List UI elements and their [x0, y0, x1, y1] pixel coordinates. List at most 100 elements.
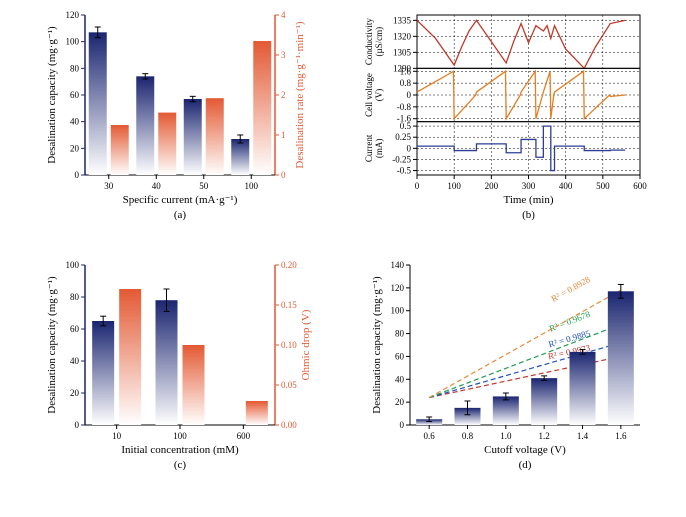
svg-text:1.4: 1.4: [577, 431, 589, 441]
panel-d: 020406080100120140R² = 0.9973R² = 0.9885…: [371, 260, 640, 471]
svg-text:1.2: 1.2: [539, 431, 550, 441]
svg-text:100: 100: [173, 431, 187, 441]
svg-text:600: 600: [633, 181, 647, 191]
svg-text:40: 40: [70, 356, 80, 366]
ylabel: Desalination capacity (mg·g⁻¹): [371, 276, 383, 414]
svg-text:0.10: 0.10: [281, 340, 297, 350]
panel-sublabel: (b): [522, 209, 535, 221]
svg-text:80: 80: [70, 63, 80, 73]
capacity-bar: [89, 32, 107, 175]
panel-b: 1290130513201335Conductivity(µS/cm)-1.6-…: [364, 15, 647, 221]
svg-text:-0.5: -0.5: [397, 166, 412, 176]
svg-text:Cell voltage: Cell voltage: [364, 73, 374, 117]
svg-text:1320: 1320: [393, 31, 412, 41]
capacity-bar: [92, 321, 114, 425]
svg-text:10: 10: [112, 431, 122, 441]
svg-text:300: 300: [522, 181, 536, 191]
capacity-bar: [608, 291, 634, 425]
svg-text:40: 40: [152, 181, 162, 191]
svg-text:120: 120: [391, 283, 405, 293]
svg-text:120: 120: [66, 10, 80, 20]
svg-text:Conductivity: Conductivity: [364, 18, 374, 65]
svg-text:(V): (V): [374, 89, 384, 102]
svg-text:100: 100: [391, 306, 405, 316]
xlabel: Cutoff voltage (V): [484, 444, 566, 456]
drop-bar: [246, 401, 268, 425]
svg-text:40: 40: [395, 374, 405, 384]
svg-text:100: 100: [245, 181, 259, 191]
svg-text:0.8: 0.8: [400, 78, 412, 88]
svg-text:0: 0: [407, 143, 412, 153]
svg-text:1335: 1335: [393, 15, 412, 25]
xlabel: Initial concentration (mM): [121, 444, 239, 456]
svg-text:1.6: 1.6: [615, 431, 627, 441]
svg-text:0.05: 0.05: [281, 380, 297, 390]
rate-bar: [206, 98, 224, 175]
svg-text:3: 3: [281, 50, 286, 60]
svg-text:-0.8: -0.8: [397, 102, 412, 112]
capacity-bar: [231, 139, 249, 175]
svg-text:0.5: 0.5: [400, 121, 412, 131]
svg-text:100: 100: [447, 181, 461, 191]
ylabel-right: Ohmic drop (V): [300, 309, 312, 380]
rate-bar: [158, 113, 176, 175]
time-series: [417, 20, 625, 68]
svg-text:50: 50: [199, 181, 209, 191]
svg-text:0.00: 0.00: [281, 420, 297, 430]
ylabel-right: Desalination rate (mg·g⁻¹·min⁻¹): [294, 21, 306, 168]
svg-text:0: 0: [400, 420, 405, 430]
svg-text:20: 20: [70, 143, 80, 153]
ylabel-left: Desalination capacity (mg·g⁻¹): [46, 276, 58, 414]
svg-text:-0.25: -0.25: [392, 154, 411, 164]
svg-text:20: 20: [395, 397, 405, 407]
svg-text:40: 40: [70, 117, 80, 127]
svg-text:0.6: 0.6: [424, 431, 436, 441]
panel-sublabel: (d): [519, 459, 532, 471]
svg-text:100: 100: [66, 260, 80, 270]
xlabel: Specific current (mA·g⁻¹): [123, 194, 238, 206]
svg-text:1: 1: [281, 130, 286, 140]
panel-sublabel: (a): [174, 209, 187, 221]
capacity-bar: [570, 352, 596, 425]
drop-bar: [119, 289, 141, 425]
svg-text:500: 500: [596, 181, 610, 191]
svg-text:60: 60: [70, 324, 80, 334]
svg-text:200: 200: [485, 181, 499, 191]
svg-text:1.0: 1.0: [500, 431, 512, 441]
figure: 02040608010012001234304050100Specific cu…: [0, 0, 686, 512]
capacity-bar: [531, 378, 557, 425]
svg-text:0.8: 0.8: [462, 431, 474, 441]
svg-text:600: 600: [237, 431, 251, 441]
xlabel: Time (min): [503, 194, 553, 206]
svg-text:140: 140: [391, 260, 405, 270]
rate-bar: [111, 125, 129, 175]
svg-text:30: 30: [104, 181, 114, 191]
svg-text:0.15: 0.15: [281, 300, 297, 310]
svg-text:0.25: 0.25: [395, 132, 411, 142]
svg-text:0: 0: [415, 181, 420, 191]
panel-c: 0 20 40 60 80 100 0.00 0.05 0.10 0.15 0.20 10 100 600…: [46, 260, 312, 471]
svg-text:60: 60: [70, 90, 80, 100]
svg-text:0: 0: [75, 170, 80, 180]
svg-text:80: 80: [395, 329, 405, 339]
svg-text:1.6: 1.6: [400, 66, 412, 76]
svg-text:(µS/cm): (µS/cm): [374, 27, 384, 57]
svg-text:0: 0: [75, 420, 80, 430]
panel-sublabel: (c): [174, 459, 187, 471]
drop-bar: [183, 345, 205, 425]
svg-text:1305: 1305: [393, 47, 412, 57]
svg-text:80: 80: [70, 292, 80, 302]
svg-text:4: 4: [281, 10, 286, 20]
svg-text:60: 60: [395, 351, 405, 361]
svg-text:0: 0: [281, 170, 286, 180]
svg-text:20: 20: [70, 388, 80, 398]
svg-text:2: 2: [281, 90, 286, 100]
svg-text:400: 400: [559, 181, 573, 191]
capacity-bar: [184, 99, 202, 175]
rate-bar: [253, 41, 271, 175]
ylabel-left: Desalination capacity (mg·g⁻¹): [46, 26, 58, 164]
capacity-bar: [136, 76, 154, 175]
panel-a: 02040608010012001234304050100Specific cu…: [46, 10, 306, 221]
svg-text:0.20: 0.20: [281, 260, 297, 270]
svg-text:Current: Current: [364, 134, 374, 162]
